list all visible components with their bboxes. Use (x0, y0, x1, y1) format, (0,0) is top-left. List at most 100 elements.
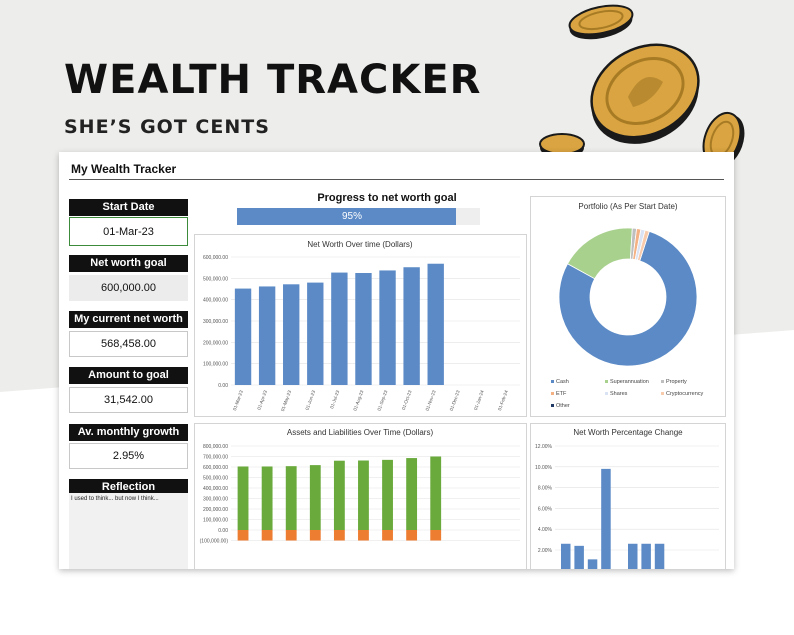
reflection-label: Reflection (69, 479, 188, 496)
bar (261, 466, 273, 530)
x-tick-label: 01-Jun-23 (304, 389, 316, 411)
progress-fill (237, 208, 456, 225)
y-tick-label: 400,000.00 (203, 298, 228, 304)
y-tick-label: 6.00% (538, 506, 553, 512)
current-net-worth-label: My current net worth (69, 311, 188, 328)
bar (574, 545, 584, 569)
progress-bar: 95% (237, 208, 480, 225)
bar (430, 530, 442, 541)
bar (333, 530, 345, 541)
x-tick-label: 01-Jul-23 (329, 389, 340, 409)
bar (258, 286, 276, 385)
x-tick-label: 01-Jan-24 (473, 389, 485, 411)
y-tick-label: 500,000.00 (203, 476, 228, 482)
bar (237, 530, 249, 541)
growth-rate-label: Av. monthly growth rate (69, 424, 188, 455)
percentage-change-chart: Net Worth Percentage Change 12.00% 10.00% 8… (535, 428, 719, 569)
chart-title: Assets and Liabilities Over Time (Dollar… (287, 428, 434, 437)
portfolio-chart-panel: Portfolio (As Per Start Date) Cash Superan… (530, 196, 726, 417)
reflection-text: I used to think... but now I think... (71, 496, 159, 502)
legend-label: Cash (556, 379, 569, 385)
reflection-field[interactable]: I used to think... but now I think... (69, 493, 188, 569)
y-tick-label: 200,000.00 (203, 340, 228, 346)
bar (358, 460, 369, 530)
chart-title: Net Worth Percentage Change (573, 428, 683, 437)
bar (234, 288, 252, 385)
y-tick-label: 100,000.00 (203, 518, 228, 524)
progress-label: 95% (341, 211, 362, 222)
y-tick-label: 400,000.00 (203, 486, 228, 492)
y-tick-label: 800,000.00 (203, 444, 228, 450)
net-worth-chart-panel: Net Worth Over time (Dollars) 600,000.00 5… (194, 234, 527, 417)
bar (379, 270, 396, 385)
wealth-tracker-sheet: My Wealth Tracker Start Date 01-Mar-23 N… (59, 152, 734, 569)
bar (331, 272, 348, 385)
x-tick-label: 01-Aug-23 (352, 389, 364, 411)
y-tick-label: 2.00% (538, 548, 553, 554)
amount-to-goal-label: Amount to goal (69, 367, 188, 384)
pie-slice (558, 230, 698, 367)
bar (403, 267, 420, 385)
current-net-worth-cell[interactable]: 568,458.00 (69, 331, 188, 357)
bar (561, 543, 571, 569)
bar (430, 456, 442, 530)
x-tick-label: 01-May-23 (280, 389, 292, 412)
bar (333, 460, 345, 530)
y-tick-label: 4.00% (538, 527, 553, 533)
legend-label: Shares (610, 391, 628, 397)
legend-label: ETF (556, 391, 567, 397)
y-tick-label: 0.00 (218, 383, 228, 389)
legend-swatch (605, 380, 608, 383)
bar (355, 273, 372, 385)
bar (309, 530, 321, 541)
start-date-cell[interactable]: 01-Mar-23 (69, 217, 188, 246)
goal-label: Net worth goal (69, 255, 188, 272)
y-tick-label: 10.00% (535, 465, 553, 471)
goal-cell[interactable]: 600,000.00 (69, 275, 188, 301)
y-tick-label: 700,000.00 (203, 455, 228, 461)
bar (358, 530, 369, 541)
bar (237, 466, 249, 530)
x-tick-label: 01-Oct-23 (401, 389, 413, 410)
legend-swatch (551, 404, 554, 407)
assets-liabilities-chart-panel: Assets and Liabilities Over Time (Dollar… (194, 423, 527, 569)
bar (283, 284, 300, 385)
y-tick-label: 100,000.00 (203, 362, 228, 368)
legend-swatch (551, 392, 554, 395)
y-tick-label: 500,000.00 (203, 276, 228, 282)
bar (309, 465, 321, 530)
legend-swatch (661, 392, 664, 395)
bar (406, 530, 418, 541)
bar (285, 466, 297, 530)
chart-title: Portfolio (As Per Start Date) (578, 202, 677, 211)
start-date-label: Start Date (69, 199, 188, 216)
bar (382, 530, 393, 541)
bar (406, 458, 418, 530)
x-tick-label: 01-Feb-24 (497, 389, 509, 411)
percentage-change-chart-panel: Net Worth Percentage Change 12.00% 10.00% 8… (530, 423, 726, 569)
x-tick-label: 01-Dec-23 (449, 389, 461, 411)
page-title: WEALTH TRACKER (64, 57, 482, 103)
legend-swatch (661, 380, 664, 383)
amount-to-goal-cell[interactable]: 31,542.00 (69, 387, 188, 413)
page-subtitle: SHE’S GOT CENTS (64, 116, 270, 138)
y-tick-label: 300,000.00 (203, 497, 228, 503)
y-tick-label: 600,000.00 (203, 255, 228, 261)
pie-slice (636, 229, 650, 262)
legend-label: Cryptocurrency (666, 391, 704, 397)
bar (285, 530, 297, 541)
progress-title: Progress to net worth goal (317, 192, 457, 204)
x-tick-label: 01-Apr-23 (256, 389, 268, 410)
legend-label: Superannuation (610, 379, 649, 385)
y-tick-label: 600,000.00 (203, 465, 228, 471)
bar (628, 543, 638, 569)
y-tick-label: 200,000.00 (203, 507, 228, 513)
y-tick-label: 8.00% (538, 486, 553, 492)
x-tick-label: 01-Nov-23 (425, 389, 437, 411)
y-tick-label: (100,000.00) (200, 539, 229, 545)
y-tick-label: 12.00% (535, 444, 553, 450)
growth-rate-cell[interactable]: 2.95% (69, 443, 188, 469)
y-tick-label: 300,000.00 (203, 319, 228, 325)
bar (587, 559, 598, 569)
bar (261, 530, 273, 541)
